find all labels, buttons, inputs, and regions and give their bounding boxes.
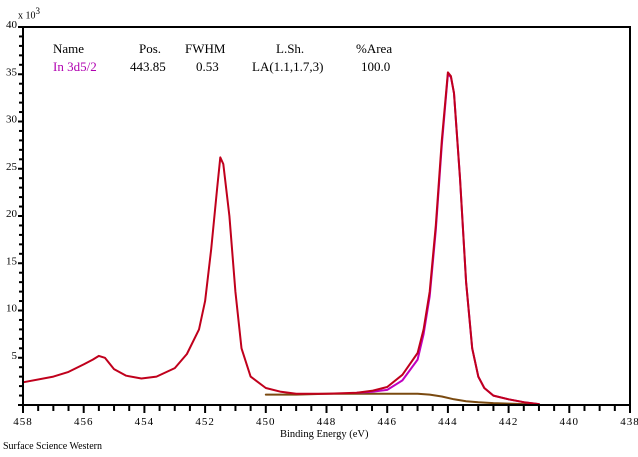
x-tick-label: 444 [438, 416, 458, 428]
header-fwhm: FWHM [185, 41, 226, 56]
x-tick-label: 450 [256, 416, 276, 428]
y-scale-label: x 103 [18, 6, 40, 21]
x-tick-label: 442 [499, 416, 519, 428]
x-tick-label: 458 [13, 416, 33, 428]
x-tick-label: 446 [377, 416, 397, 428]
series-line-2 [264, 392, 540, 406]
y-tick-label: 20 [6, 208, 18, 220]
x-tick-label: 456 [74, 416, 94, 428]
y-tick-label: 35 [6, 66, 18, 78]
header-pos: Pos. [139, 41, 162, 56]
footer-credit: Surface Science Western [3, 441, 102, 452]
header-area: %Area [356, 41, 393, 56]
row-lsh: LA(1.1,1.7,3) [252, 59, 324, 74]
row-fwhm: 0.53 [196, 59, 219, 74]
series-line-1 [355, 73, 540, 406]
header-lsh: L.Sh. [276, 41, 305, 56]
y-tick-label: 40 [6, 19, 18, 31]
row-name: In 3d5/2 [53, 59, 97, 74]
x-tick-label: 440 [560, 416, 580, 428]
y-tick-label: 30 [6, 114, 18, 126]
row-area: 100.0 [361, 59, 391, 74]
y-scale-exponent: 3 [35, 6, 41, 16]
plot-frame [22, 26, 631, 406]
plot-series [22, 71, 540, 406]
y-scale-base: x 10 [18, 10, 36, 22]
y-tick-label: 5 [12, 350, 18, 362]
series-line-0 [22, 71, 540, 406]
x-tick-label: 448 [317, 416, 337, 428]
x-tick-label: 454 [135, 416, 155, 428]
y-tick-label: 15 [6, 255, 18, 267]
y-tick-label: 10 [6, 303, 18, 315]
x-axis-label: Binding Energy (eV) [280, 429, 369, 440]
y-tick-label: 25 [6, 161, 18, 173]
header-name: Name [53, 41, 85, 56]
x-axis: 458 456 454 452 450 448 446 444 442 440 438 [13, 405, 638, 428]
row-pos: 443.85 [130, 59, 166, 74]
y-axis: 5 10 15 20 25 30 35 40 [6, 19, 23, 406]
x-tick-label: 438 [620, 416, 638, 428]
x-tick-label: 452 [195, 416, 215, 428]
